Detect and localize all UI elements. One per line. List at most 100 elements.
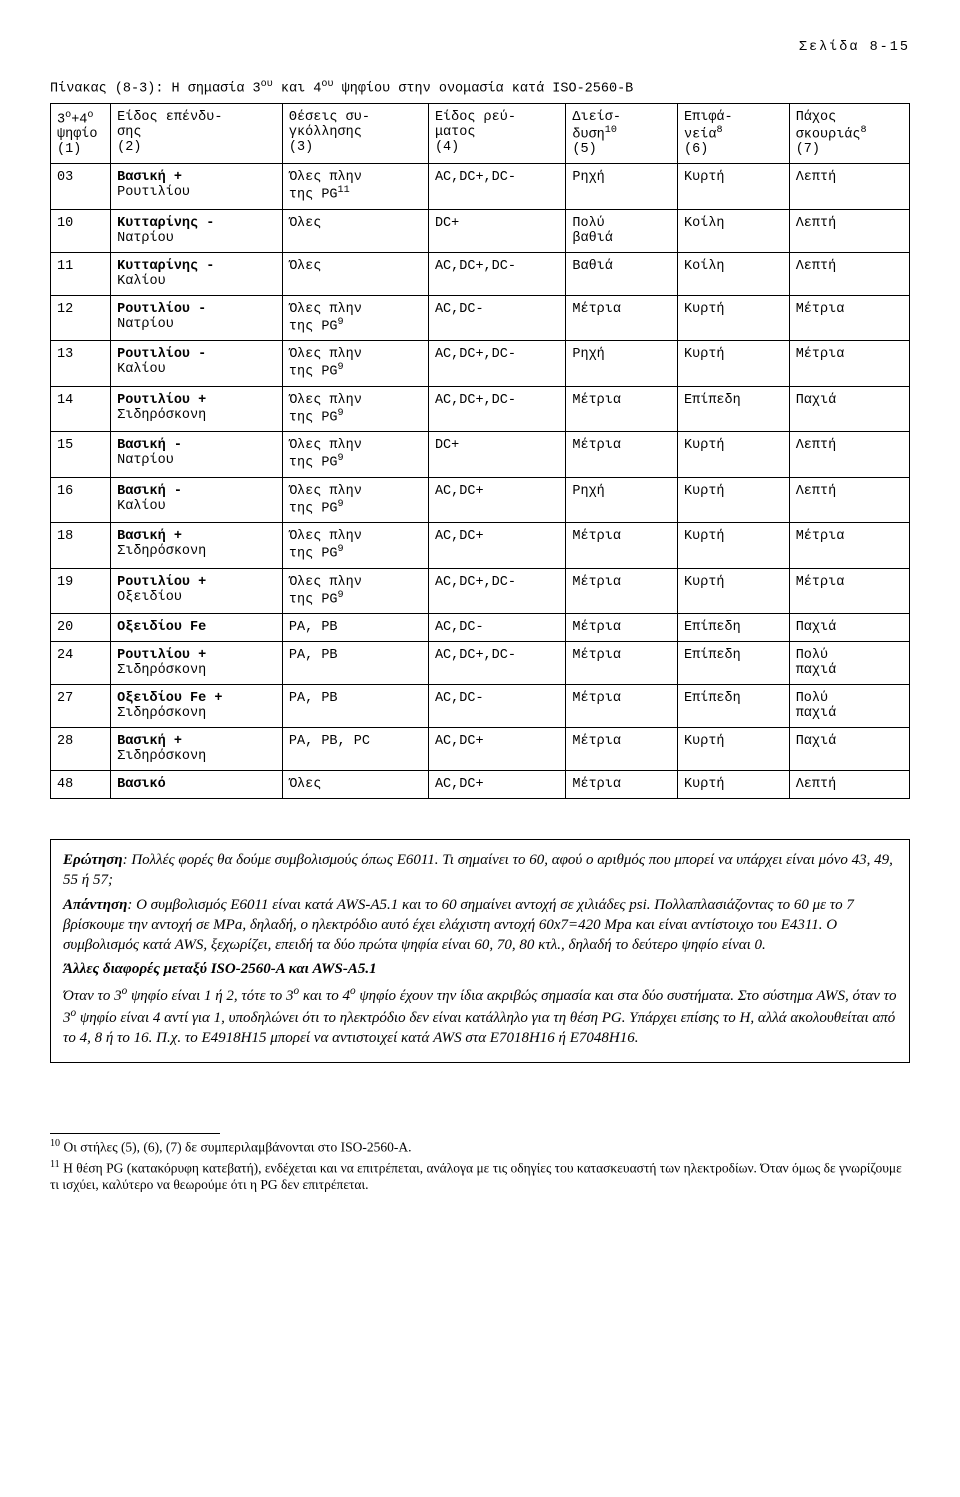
table-cell: Κυρτή [678, 295, 790, 341]
table-cell: Όλες πληντης PG9 [282, 568, 428, 614]
table-cell: Κυρτή [678, 341, 790, 387]
table-cell: AC,DC- [428, 685, 565, 728]
th-4: Διείσ- δυση10 (5) [566, 103, 678, 164]
f10-sup: 10 [50, 1138, 60, 1149]
table-cell: Μέτρια [789, 295, 909, 341]
table-cell: Βασική +Σιδηρόσκονη [111, 728, 283, 771]
table-cell: Παχιά [789, 728, 909, 771]
table-cell: Επίπεδη [678, 642, 790, 685]
table-cell: Μέτρια [566, 728, 678, 771]
th0-s2: ο [87, 110, 93, 121]
table-cell: AC,DC+ [428, 477, 565, 523]
table-cell: Μέτρια [566, 614, 678, 642]
table-cell: Λεπτή [789, 477, 909, 523]
table-cell: Κυρτή [678, 477, 790, 523]
table-row: 27Οξειδίου Fe +ΣιδηρόσκονηPA, PBAC,DC-Μέ… [51, 685, 910, 728]
table-cell: Βασική -Νατρίου [111, 432, 283, 478]
qa-diff-body: Όταν το 3ο ψηφίο είναι 1 ή 2, τότε το 3ο… [63, 984, 897, 1049]
th-1: Είδος επένδυ- σης (2) [111, 103, 283, 164]
caption-sup1: ου [261, 79, 273, 90]
table-header-row: 3ο+4ο ψηφίο (1) Είδος επένδυ- σης (2) Θέ… [51, 103, 910, 164]
a-body: : Ο συμβολισμός Ε6011 είναι κατά AWS-A5.… [63, 897, 854, 954]
table-cell: 28 [51, 728, 111, 771]
table-cell: Μέτρια [566, 685, 678, 728]
page-header: Σελίδα 8-15 [50, 40, 910, 55]
table-cell: AC,DC+ [428, 771, 565, 799]
qa-question: Ερώτηση: Πολλές φορές θα δούμε συμβολισμ… [63, 850, 897, 891]
table-cell: 10 [51, 209, 111, 252]
table-row: 24Ρουτιλίου +ΣιδηρόσκονηPA, PBAC,DC+,DC-… [51, 642, 910, 685]
table-cell: 15 [51, 432, 111, 478]
table-cell: Κοίλη [678, 252, 790, 295]
footnote-11: 11 Η θέση PG (κατακόρυφη κατεβατή), ενδέ… [50, 1159, 910, 1194]
table-cell: Μέτρια [789, 523, 909, 569]
table-cell: DC+ [428, 432, 565, 478]
table-cell: Βασική +Ρουτιλίου [111, 164, 283, 210]
th4-l1: Διείσ- [572, 110, 621, 125]
table-cell: Όλες [282, 252, 428, 295]
th6-l3: (7) [796, 142, 820, 157]
table-cell: Επίπεδη [678, 685, 790, 728]
th-3: Είδος ρεύ- ματος (4) [428, 103, 565, 164]
table-row: 15Βασική -ΝατρίουΌλες πληντης PG9DC+Μέτρ… [51, 432, 910, 478]
qa-answer: Απάντηση: Ο συμβολισμός Ε6011 είναι κατά… [63, 895, 897, 956]
table-row: 48ΒασικόΌλεςAC,DC+ΜέτριαΚυρτήΛεπτή [51, 771, 910, 799]
table-cell: Κοίλη [678, 209, 790, 252]
table-cell: Πολύπαχιά [789, 642, 909, 685]
footnotes: 10 Οι στήλες (5), (6), (7) δε συμπεριλαμ… [50, 1133, 910, 1194]
table-cell: AC,DC+,DC- [428, 642, 565, 685]
table-cell: 12 [51, 295, 111, 341]
table-cell: Ρουτιλίου -Καλίου [111, 341, 283, 387]
th0-l1: 3 [57, 112, 65, 127]
th3-l1: Είδος ρεύ- [435, 110, 516, 125]
caption-text: Πίνακας (8-3): Η σημασία 3 [50, 82, 261, 97]
table-row: 18Βασική +ΣιδηρόσκονηΌλες πληντης PG9AC,… [51, 523, 910, 569]
table-cell: Όλες πληντης PG9 [282, 432, 428, 478]
table-cell: AC,DC+,DC- [428, 164, 565, 210]
th0-l2: ψηφίο [57, 127, 98, 142]
table-cell: Λεπτή [789, 252, 909, 295]
table-cell: Όλες πληντης PG9 [282, 341, 428, 387]
a-prefix: Απάντηση [63, 897, 127, 913]
table-cell: 14 [51, 386, 111, 432]
table-cell: AC,DC+,DC- [428, 252, 565, 295]
diff-a: Όταν το 3 [63, 988, 122, 1004]
footnote-rule [50, 1133, 220, 1134]
caption-suffix: ψηφίου στην ονομασία κατά ISO-2560-Β [334, 82, 634, 97]
table-cell: Μέτρια [566, 642, 678, 685]
table-cell: 03 [51, 164, 111, 210]
f10-text: Οι στήλες (5), (6), (7) δε συμπεριλαμβάν… [60, 1140, 411, 1155]
table-cell: 24 [51, 642, 111, 685]
table-cell: Βασική -Καλίου [111, 477, 283, 523]
f11-sup: 11 [50, 1159, 60, 1170]
table-cell: Επίπεδη [678, 614, 790, 642]
table-cell: Επίπεδη [678, 386, 790, 432]
table-cell: Κυρτή [678, 164, 790, 210]
table-cell: AC,DC- [428, 295, 565, 341]
table-cell: PA, PB [282, 685, 428, 728]
table-row: 03Βασική +ΡουτιλίουΌλες πληντης PG11AC,D… [51, 164, 910, 210]
th5-l1: Επιφά- [684, 110, 733, 125]
table-cell: 27 [51, 685, 111, 728]
table-cell: Ρηχή [566, 477, 678, 523]
table-cell: Μέτρια [566, 295, 678, 341]
th3-l3: (4) [435, 140, 459, 155]
th3-l2: ματος [435, 125, 476, 140]
table-cell: 11 [51, 252, 111, 295]
table-cell: Βασική +Σιδηρόσκονη [111, 523, 283, 569]
table-cell: Κυρτή [678, 568, 790, 614]
diff-e: ψηφίο είναι 4 αντί για 1, υποδηλώνει ότι… [63, 1010, 895, 1046]
th5-l2: νεία [684, 127, 716, 142]
table-cell: Όλες πληντης PG11 [282, 164, 428, 210]
table-cell: Όλες [282, 209, 428, 252]
th6-sup: 8 [861, 125, 867, 136]
q-body: : Πολλές φορές θα δούμε συμβολισμούς όπω… [63, 852, 893, 888]
table-cell: Κυτταρίνης -Καλίου [111, 252, 283, 295]
table-cell: Βαθιά [566, 252, 678, 295]
th1-l3: (2) [117, 140, 141, 155]
table-cell: Μέτρια [789, 341, 909, 387]
table-cell: Κυρτή [678, 728, 790, 771]
table-cell: Όλες [282, 771, 428, 799]
table-cell: 18 [51, 523, 111, 569]
table-cell: Μέτρια [566, 771, 678, 799]
